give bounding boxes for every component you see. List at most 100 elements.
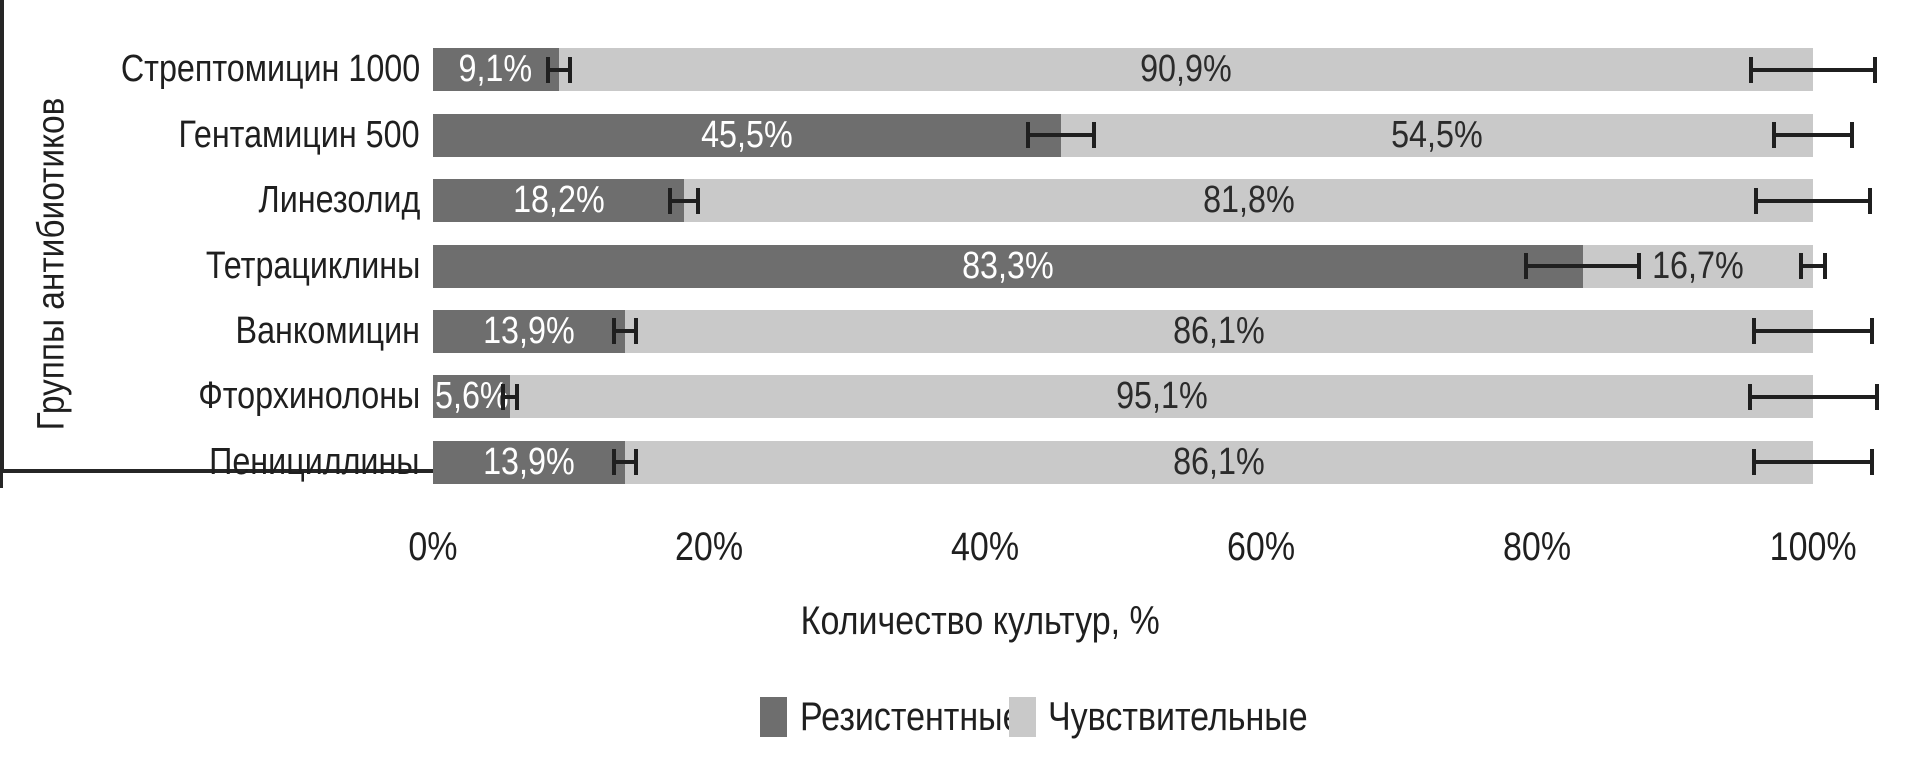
sensitive-segment	[558, 48, 1813, 92]
total-error-bar-part	[1751, 460, 1875, 465]
x-axis-title-text: Количество культур, %	[800, 599, 1160, 643]
value-text: Тетрациклины	[205, 244, 420, 287]
y-axis-spine	[0, 0, 4, 469]
value-text: 18,2%	[512, 179, 605, 222]
sensitive-value-label: 86,1%	[1069, 310, 1369, 353]
category-label: Фторхинолоны	[0, 375, 420, 418]
category-label: Гентамицин 500	[0, 114, 420, 157]
resistant-value-label: 13,9%	[379, 310, 679, 353]
sensitive-value-label: 86,1%	[1069, 441, 1369, 484]
junction-error-bar	[668, 187, 700, 214]
value-text: 20%	[674, 525, 744, 569]
total-error-bar	[1747, 383, 1879, 410]
sensitive-value-label: 95,1%	[1012, 375, 1312, 418]
resistant-value-label: 18,2%	[409, 179, 709, 222]
x-tick-label: 80%	[1437, 527, 1637, 567]
resistant-value-label: 45,5%	[597, 114, 897, 157]
resistant-segment	[433, 48, 559, 92]
value-text: 16,7%	[1652, 244, 1744, 287]
category-label: Стрептомицин 1000	[0, 48, 420, 91]
x-tick-label: 100%	[1713, 527, 1913, 567]
total-error-bar	[1754, 187, 1872, 214]
value-text: 40%	[950, 525, 1020, 569]
value-text: 90,9%	[1140, 48, 1232, 91]
total-error-bar	[1772, 122, 1854, 149]
junction-error-bar	[611, 318, 638, 345]
resistant-segment	[433, 375, 511, 419]
resistant-segment	[433, 244, 1583, 288]
value-text: Ванкомицин	[235, 309, 420, 352]
x-tick-label: 0%	[333, 527, 533, 567]
value-text: 80%	[1502, 525, 1572, 569]
junction-error-bar-part	[1025, 133, 1096, 138]
sensitive-value-label: 54,5%	[1287, 114, 1587, 157]
junction-error-bar-part	[611, 329, 638, 334]
value-text: Фторхинолоны	[197, 375, 420, 418]
junction-error-bar-part	[1524, 264, 1642, 268]
resistant-value-label: 13,9%	[379, 441, 679, 484]
category-label: Пенициллины	[0, 441, 420, 484]
junction-error-bar-part	[545, 67, 572, 72]
sensitive-value-label: 81,8%	[1099, 179, 1399, 222]
value-text: Пенициллины	[209, 440, 420, 483]
category-label: Ванкомицин	[0, 310, 420, 353]
value-text: 9,1%	[458, 48, 533, 91]
total-error-bar	[1798, 253, 1828, 279]
total-error-bar	[1751, 318, 1875, 345]
junction-error-bar	[501, 383, 520, 410]
total-error-bar-part	[1748, 67, 1878, 72]
value-text: 45,5%	[701, 113, 793, 156]
junction-error-bar	[1025, 122, 1096, 149]
sensitive-segment	[684, 179, 1813, 223]
category-label: Тетрациклины	[0, 245, 420, 288]
total-error-bar-part	[1798, 264, 1828, 268]
legend-label-sensitive: Чувствительные	[1048, 696, 1353, 738]
junction-error-bar	[545, 56, 572, 83]
value-text: 86,1%	[1173, 440, 1265, 483]
x-tick-label: 40%	[885, 527, 1085, 567]
value-text: 83,3%	[962, 244, 1054, 287]
x-axis-tick	[0, 473, 3, 488]
value-text: 13,9%	[483, 440, 575, 483]
value-text: 81,8%	[1202, 179, 1295, 222]
total-error-bar	[1748, 56, 1878, 83]
category-label: Линезолид	[0, 179, 420, 222]
resistant-value-label: 5,6%	[435, 375, 522, 418]
junction-error-bar-part	[611, 460, 638, 465]
resistant-segment	[433, 179, 685, 223]
value-text: 86,1%	[1173, 309, 1265, 352]
legend-label-text: Чувствительные	[1048, 695, 1308, 739]
value-text: 13,9%	[483, 309, 575, 352]
value-text: Линезолид	[258, 179, 420, 222]
sensitive-segment	[1060, 113, 1813, 157]
value-text: 60%	[1226, 525, 1296, 569]
resistant-value-label: 83,3%	[858, 245, 1158, 288]
sensitive-segment	[624, 309, 1813, 353]
x-axis-title: Количество культур, %	[680, 600, 1280, 642]
sensitive-value-label: 16,7%	[1548, 245, 1848, 288]
legend-swatch-resistant	[760, 697, 787, 737]
junction-error-bar-part	[668, 198, 700, 203]
value-text: 54,5%	[1391, 113, 1483, 156]
x-tick-label: 60%	[1161, 527, 1361, 567]
total-error-bar	[1751, 449, 1875, 476]
sensitive-segment	[510, 375, 1813, 419]
sensitive-segment	[624, 440, 1813, 484]
resistant-segment	[433, 309, 625, 353]
junction-error-bar	[1524, 253, 1642, 279]
legend-label-text: Резистентные	[800, 695, 1022, 739]
value-text: 95,1%	[1115, 375, 1208, 418]
value-text: Стрептомицин 1000	[120, 48, 420, 91]
total-error-bar-part	[1772, 133, 1854, 138]
legend-swatch-sensitive	[1009, 697, 1036, 737]
resistant-segment	[433, 113, 1061, 157]
value-text: 5,6%	[435, 375, 509, 418]
total-error-bar-part	[1747, 394, 1879, 399]
resistant-value-label: 9,1%	[346, 48, 646, 91]
total-error-bar-part	[1754, 198, 1872, 203]
total-error-bar-part	[1751, 329, 1875, 334]
value-text: 100%	[1769, 525, 1857, 569]
legend-label-resistant: Резистентные	[800, 696, 1061, 738]
junction-error-bar-part	[501, 394, 520, 399]
